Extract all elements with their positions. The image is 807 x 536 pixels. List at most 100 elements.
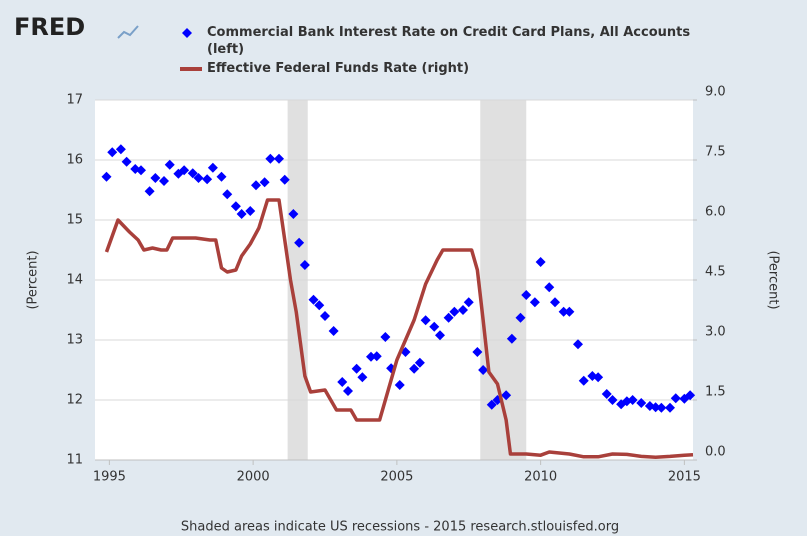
y2-tick-label: 4.5	[705, 265, 726, 280]
point	[121, 156, 132, 167]
point	[670, 393, 681, 404]
point	[380, 332, 391, 342]
point	[458, 305, 468, 315]
point	[343, 386, 353, 396]
point	[179, 165, 190, 176]
point	[150, 173, 161, 183]
point	[521, 290, 532, 300]
x-tick-label: 2000	[237, 470, 270, 485]
point	[529, 297, 540, 308]
point	[279, 174, 290, 185]
point	[685, 390, 696, 401]
point	[573, 339, 583, 350]
point	[187, 168, 198, 179]
y2-tick-label: 3.0	[705, 325, 726, 340]
point	[245, 206, 256, 216]
y2-tick-label: 1.5	[705, 385, 726, 400]
point	[472, 347, 483, 357]
point	[207, 162, 218, 173]
point	[394, 380, 405, 390]
point	[320, 311, 330, 321]
point	[414, 357, 425, 368]
point	[636, 398, 647, 408]
y-tick-label: 13	[66, 333, 83, 348]
point	[627, 395, 638, 405]
point	[366, 351, 376, 362]
y-tick-label: 12	[66, 393, 83, 408]
point	[535, 257, 546, 267]
point	[558, 306, 569, 317]
point	[486, 399, 497, 410]
y-tick-label: 14	[66, 273, 83, 288]
point	[435, 330, 445, 341]
point	[299, 260, 310, 270]
point	[230, 201, 241, 212]
point	[251, 180, 261, 191]
point	[236, 209, 247, 219]
point	[136, 165, 146, 176]
point	[328, 326, 339, 336]
point	[288, 209, 299, 219]
point	[337, 377, 348, 387]
point	[274, 153, 284, 164]
y-tick-label: 17	[66, 93, 83, 108]
logo: FRED	[14, 13, 85, 41]
point	[506, 333, 517, 344]
point	[515, 312, 526, 323]
point	[501, 390, 512, 401]
legend-label: Commercial Bank Interest Rate on Credit …	[207, 25, 691, 57]
point	[164, 159, 175, 170]
point	[159, 176, 169, 186]
point	[351, 363, 362, 374]
point	[357, 372, 368, 383]
point	[578, 375, 589, 386]
point	[443, 312, 454, 323]
point	[371, 351, 382, 362]
point	[544, 282, 555, 293]
legend-marker	[182, 28, 192, 38]
point	[420, 315, 431, 326]
legend-label: Effective Federal Funds Rate (right)	[207, 61, 470, 76]
point	[564, 306, 575, 317]
point	[463, 297, 474, 308]
point	[665, 402, 675, 413]
y2-tick-label: 0.0	[705, 445, 726, 460]
x-tick-label: 1995	[93, 470, 126, 485]
y2-axis-label: (Percent)	[766, 250, 781, 309]
line	[104, 198, 694, 459]
y2-tick-label: 7.5	[705, 145, 726, 160]
point	[265, 153, 276, 164]
point	[222, 189, 233, 200]
point	[115, 144, 126, 155]
point	[607, 395, 618, 405]
point	[429, 321, 440, 332]
point	[650, 402, 661, 413]
point	[101, 171, 112, 182]
point	[107, 147, 118, 158]
point	[601, 389, 612, 399]
y-tick-label: 16	[66, 153, 83, 168]
point	[144, 186, 155, 197]
x-tick-label: 2005	[380, 470, 413, 485]
point	[216, 171, 227, 182]
point	[656, 402, 667, 413]
point	[593, 372, 604, 383]
y-tick-label: 11	[66, 453, 83, 468]
point	[550, 297, 560, 308]
footer: Shaded areas indicate US recessions - 20…	[181, 520, 619, 535]
point	[409, 363, 420, 374]
logo-graph	[117, 25, 139, 39]
point	[259, 177, 270, 188]
point	[294, 237, 305, 248]
y-tick-label: 15	[66, 213, 83, 228]
x-tick-label: 2010	[524, 470, 557, 485]
point	[449, 306, 460, 317]
y-axis-label: (Percent)	[26, 250, 41, 309]
y2-tick-label: 6.0	[705, 205, 726, 220]
point	[193, 173, 204, 183]
y2-tick-label: 9.0	[705, 85, 726, 100]
point	[478, 365, 489, 375]
point	[308, 294, 319, 305]
